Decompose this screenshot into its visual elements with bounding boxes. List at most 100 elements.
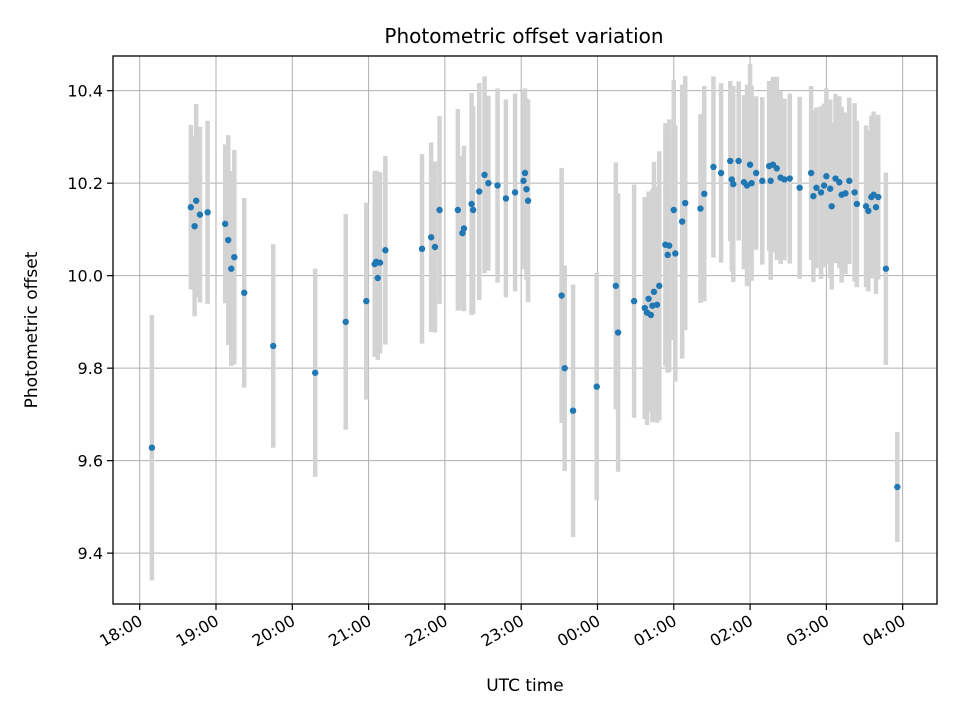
data-point — [773, 165, 780, 172]
data-point — [853, 200, 861, 208]
data-point — [494, 182, 501, 189]
data-point — [225, 236, 232, 244]
x-tick-label: 00:00 — [554, 611, 603, 651]
data-point — [231, 253, 238, 261]
data-point — [520, 177, 527, 185]
data-point — [796, 184, 803, 191]
data-point — [476, 188, 483, 195]
data-point — [418, 245, 426, 253]
data-point — [678, 218, 686, 225]
x-tick-label: 02:00 — [707, 611, 756, 651]
y-tick-label: 10.4 — [67, 82, 103, 101]
data-point — [697, 205, 704, 212]
data-point — [735, 157, 742, 165]
data-point — [817, 189, 825, 196]
data-point — [670, 206, 677, 214]
data-point — [454, 206, 462, 214]
x-tick-label: 22:00 — [401, 611, 450, 651]
data-point — [781, 176, 788, 183]
data-point — [630, 297, 638, 305]
data-point — [836, 179, 843, 186]
data-point — [872, 204, 880, 211]
chart-title: Photometric offset variation — [384, 24, 663, 48]
data-point — [828, 203, 835, 210]
data-point — [431, 243, 439, 251]
data-point — [875, 193, 882, 201]
data-point — [148, 444, 156, 451]
data-point — [748, 179, 755, 187]
data-point — [376, 259, 384, 266]
data-point — [558, 292, 565, 299]
data-point — [727, 157, 734, 165]
data-point — [524, 197, 532, 204]
data-point — [270, 342, 277, 350]
x-tick-label: 21:00 — [325, 611, 374, 651]
data-point — [468, 200, 475, 208]
data-point — [614, 329, 622, 336]
data-point — [204, 209, 211, 216]
data-point — [842, 190, 849, 197]
errorbar-layer — [149, 63, 900, 581]
data-point — [521, 169, 529, 177]
data-point — [502, 195, 510, 202]
data-point — [481, 171, 488, 179]
x-tick-label: 18:00 — [96, 611, 145, 651]
x-tick-label: 23:00 — [478, 611, 527, 651]
y-tick-label: 9.4 — [78, 544, 103, 563]
data-point — [701, 190, 708, 198]
data-point — [228, 265, 235, 272]
data-point — [752, 169, 760, 177]
data-point — [672, 250, 679, 257]
data-point — [807, 169, 815, 177]
data-point — [569, 407, 577, 414]
y-tick-label: 10.2 — [67, 174, 103, 193]
y-tick-label: 9.8 — [78, 359, 103, 378]
data-point — [485, 179, 492, 187]
data-point — [382, 247, 389, 254]
data-point — [593, 383, 600, 390]
data-point — [656, 282, 663, 290]
data-point — [650, 288, 658, 296]
y-tick-label: 10.0 — [67, 267, 103, 286]
data-point — [851, 189, 858, 196]
marker-layer — [148, 157, 901, 491]
plot-frame — [112, 55, 938, 605]
data-point — [311, 369, 319, 376]
data-point — [653, 301, 661, 308]
y-tick-label: 9.6 — [78, 452, 103, 471]
data-point — [813, 184, 820, 191]
data-point — [612, 282, 619, 290]
data-point — [710, 163, 717, 171]
data-point — [374, 274, 381, 282]
data-point — [511, 189, 519, 196]
data-point — [460, 225, 468, 232]
x-tick-label: 20:00 — [249, 611, 298, 651]
data-point — [894, 483, 901, 491]
data-point — [196, 211, 204, 218]
x-tick-label: 19:00 — [173, 611, 222, 651]
data-point — [664, 251, 671, 259]
y-axis-label: Photometric offset — [22, 251, 42, 408]
data-point — [846, 177, 853, 185]
data-point — [187, 204, 195, 211]
data-point — [436, 206, 443, 214]
data-point — [682, 199, 689, 207]
data-point — [882, 265, 890, 272]
data-point — [645, 295, 652, 302]
data-point — [666, 242, 673, 249]
data-point — [647, 311, 655, 319]
data-point — [823, 173, 830, 180]
data-point — [865, 207, 872, 215]
data-point — [810, 192, 817, 200]
data-point — [241, 289, 248, 296]
data-point — [363, 297, 370, 305]
x-tick-label: 04:00 — [859, 611, 908, 651]
x-tick-label: 03:00 — [783, 611, 832, 651]
x-tick-label: 01:00 — [630, 611, 679, 651]
data-point — [221, 220, 229, 228]
x-axis-label: UTC time — [486, 676, 564, 696]
data-point — [192, 197, 200, 204]
data-point — [759, 177, 766, 185]
data-point — [717, 169, 725, 177]
